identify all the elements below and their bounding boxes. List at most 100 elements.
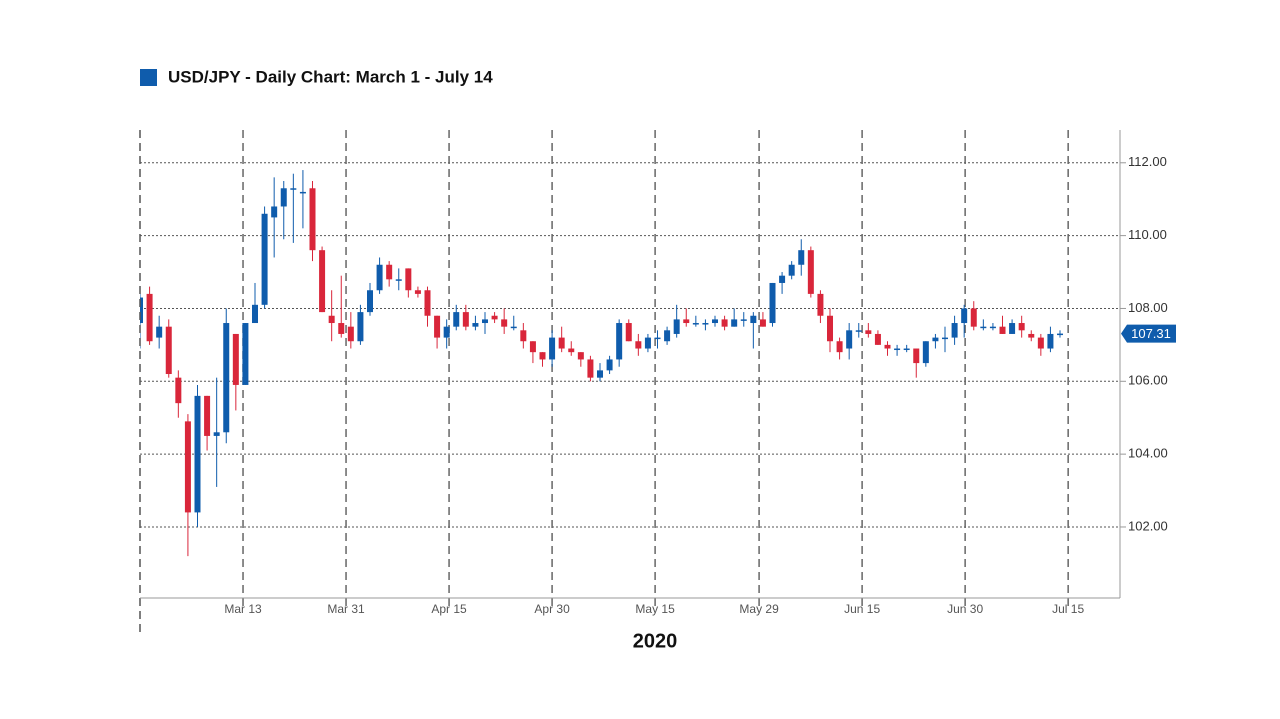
candle-body (213, 432, 220, 436)
y-tick-label: 106.00 (1128, 373, 1168, 388)
x-tick-label: Apr 15 (431, 602, 467, 616)
candle-body (539, 352, 546, 360)
last-price-marker (1121, 324, 1176, 343)
candle-body (683, 319, 690, 324)
candle-body (577, 352, 584, 360)
candle-body (894, 348, 901, 351)
candle-body (913, 348, 920, 364)
x-tick-label: Mar 13 (224, 602, 262, 616)
candle-body (712, 319, 719, 324)
candle-body (549, 337, 556, 360)
candle-body (357, 312, 364, 342)
candle-body (299, 191, 306, 194)
candle-body (568, 348, 575, 353)
candle-body (597, 370, 604, 378)
candle-body (999, 326, 1006, 334)
candle-body (625, 323, 632, 342)
axes: 102.00 104.00 106.00 108.00 110.00 112.00 Mar … (139, 130, 1176, 632)
candle-body (750, 315, 757, 324)
candle-body (798, 250, 805, 265)
candle-body (443, 326, 450, 338)
candle-body (664, 330, 671, 342)
candle-body (903, 348, 910, 351)
candle-body (175, 377, 182, 404)
candle-body (424, 290, 431, 316)
candle-body (989, 326, 996, 329)
candle-body (759, 319, 766, 327)
candle-body (1037, 337, 1044, 349)
x-tick-label: Jul 15 (1052, 602, 1084, 616)
candles (140, 170, 1064, 557)
candle-body (242, 323, 249, 385)
candle-body (232, 333, 239, 385)
candle-body (414, 290, 421, 294)
candle-body (817, 293, 824, 316)
candle-body (1057, 333, 1064, 336)
candle-body (884, 344, 891, 349)
candle-body (529, 341, 536, 353)
candle-body (1047, 333, 1054, 349)
candle-body (635, 341, 642, 349)
x-tick-label: Apr 30 (534, 602, 570, 616)
candle-body (807, 250, 814, 294)
candle-body (951, 323, 958, 338)
candle-body (338, 323, 345, 334)
candle-body (319, 250, 326, 313)
candle-body (309, 188, 316, 251)
candle-body (932, 337, 939, 342)
candle-body (1028, 333, 1035, 338)
candle-body (140, 297, 143, 324)
x-tick-label: Jun 15 (844, 602, 880, 616)
candle-body (261, 213, 268, 305)
candle-body (472, 323, 479, 327)
candle-body (855, 330, 862, 332)
candle-body (874, 333, 881, 345)
candle-body (1018, 323, 1025, 331)
candle-body (769, 282, 776, 324)
x-tick-label: Mar 31 (327, 602, 365, 616)
candle-body (510, 326, 517, 329)
candle-body (501, 319, 508, 327)
candle-body (367, 290, 374, 313)
last-price-label: 107.31 (1131, 326, 1171, 341)
candle-body (434, 315, 441, 338)
candle-body (386, 264, 393, 280)
candle-body (462, 312, 469, 327)
candle-body (482, 319, 489, 324)
candle-body (788, 264, 795, 276)
x-tick-label: Jun 30 (947, 602, 983, 616)
candle-body (606, 359, 613, 371)
candle-body (702, 323, 709, 325)
candle-body (271, 206, 278, 218)
candle-body (405, 268, 412, 291)
y-tick-label: 110.00 (1128, 227, 1167, 242)
candle-body (520, 330, 527, 342)
candle-body (1009, 323, 1016, 334)
candle-body (922, 341, 929, 364)
candle-body (731, 319, 738, 327)
x-axis-title: 2020 (633, 630, 678, 652)
candle-body (156, 326, 163, 338)
y-tick-label: 104.00 (1128, 446, 1168, 461)
candle-body (347, 326, 354, 342)
y-tick-label: 102.00 (1128, 518, 1168, 533)
candle-body (846, 330, 853, 349)
candle-body (395, 279, 402, 281)
candle-body (146, 293, 153, 342)
candle-body (223, 323, 230, 433)
candle-body (252, 304, 259, 324)
candle-body (328, 315, 335, 324)
candle-body (721, 319, 728, 327)
grid (140, 130, 1120, 610)
candle-body (970, 308, 977, 327)
candle-body (290, 188, 297, 190)
candle-body (587, 359, 594, 378)
candle-body (692, 323, 699, 325)
candle-body (961, 308, 968, 324)
chart-title: USD/JPY - Daily Chart: March 1 - July 14 (168, 67, 493, 86)
candle-body (740, 319, 747, 321)
candle-body (644, 337, 651, 349)
candle-body (616, 323, 623, 360)
candle-body (654, 337, 661, 340)
